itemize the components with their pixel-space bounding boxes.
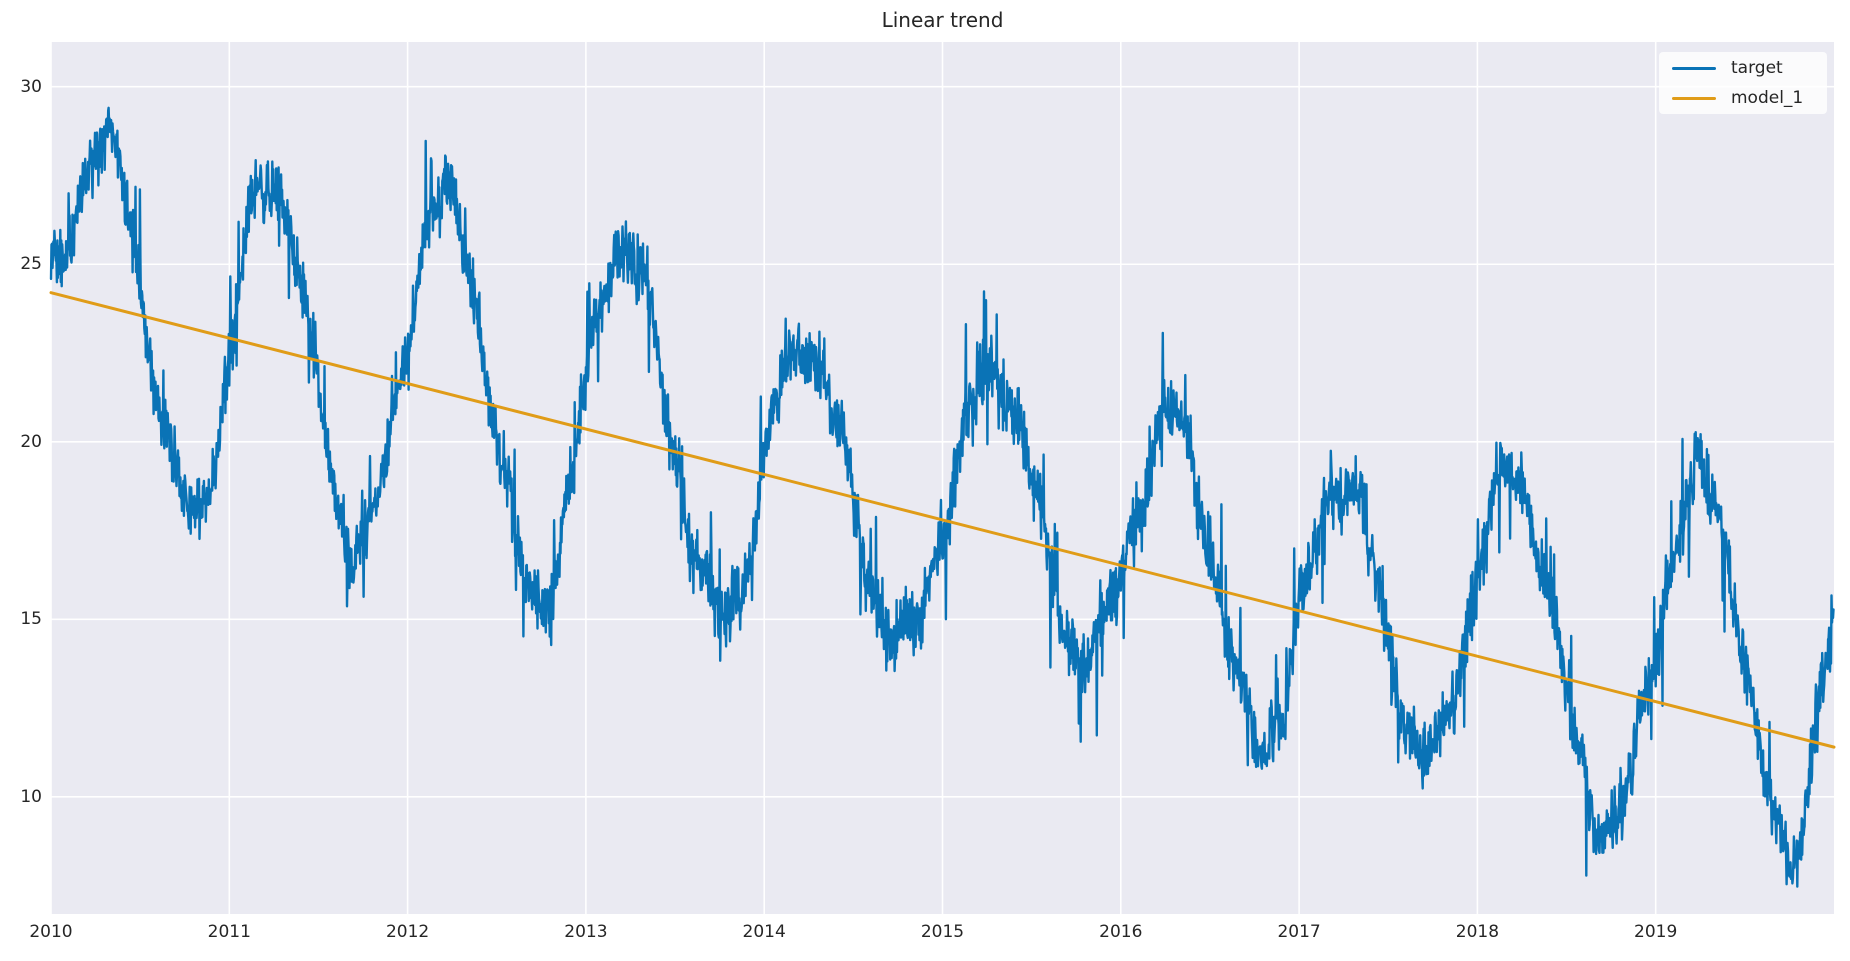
x-tick-label: 2014 — [742, 922, 786, 942]
model-1-trend-line — [49, 291, 1836, 749]
x-tick-label: 2010 — [29, 922, 73, 942]
legend-item-model-1: model_1 — [1659, 88, 1827, 109]
x-tick-label: 2013 — [564, 922, 608, 942]
legend-label-target: target — [1731, 57, 1783, 78]
y-tick-label: 30 — [20, 76, 42, 97]
chart-title: Linear trend — [881, 8, 1004, 32]
y-tick-label: 25 — [20, 254, 42, 275]
y-tick-label: 20 — [20, 431, 42, 452]
target-series-swatch — [1672, 66, 1716, 70]
legend: target model_1 — [1659, 52, 1827, 114]
x-tick-label: 2011 — [207, 922, 251, 942]
x-tick-label: 2016 — [1099, 922, 1143, 942]
y-tick-label: 15 — [20, 609, 42, 630]
target-series-line — [49, 106, 1835, 888]
x-tick-label: 2015 — [920, 922, 965, 942]
x-tick-label: 2012 — [385, 922, 430, 942]
legend-label-model-1: model_1 — [1731, 87, 1804, 108]
y-tick-label: 10 — [20, 786, 42, 807]
x-tick-label: 2019 — [1634, 922, 1678, 942]
x-tick-label: 2018 — [1455, 922, 1500, 942]
model-1-series-swatch — [1672, 96, 1716, 100]
legend-item-target: target — [1659, 58, 1827, 79]
x-tick-label: 2017 — [1277, 922, 1321, 942]
